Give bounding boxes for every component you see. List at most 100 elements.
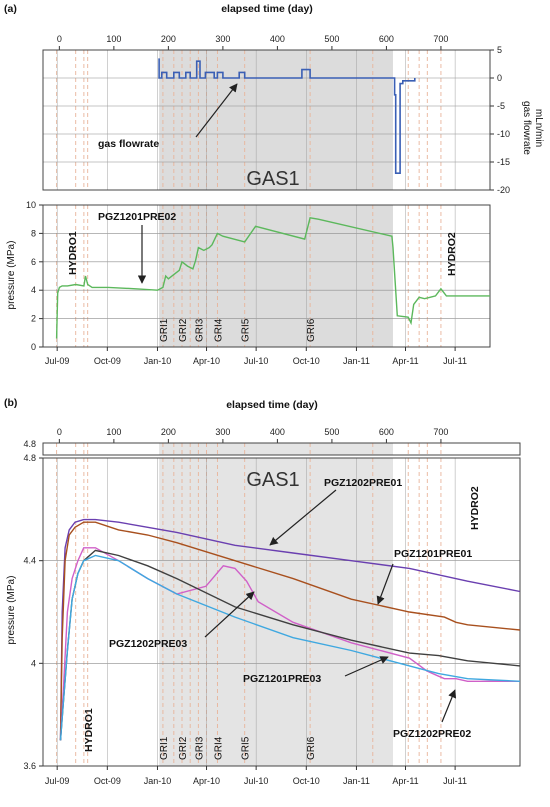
b-ytick-label: 3.6 <box>23 761 36 771</box>
flow-ylabel-line1: gas flowrate <box>521 101 532 155</box>
a-gri-label: GRI3 <box>194 318 205 342</box>
panel-a-top-ticks: 0 100 200 300 400 500 600 700 <box>57 34 448 50</box>
a-pres-border <box>42 204 491 348</box>
pgz1201pre03-label: PGZ1201PRE03 <box>243 673 321 685</box>
a-gri-label: GRI4 <box>213 318 224 342</box>
b-month-label: Apr-11 <box>392 776 418 786</box>
b-ytick-label: 4.8 <box>23 453 36 463</box>
b-top-tick-label: 600 <box>379 427 394 437</box>
b-ytick-label: 4 <box>31 658 36 668</box>
b-top-tick-label: 700 <box>433 427 448 437</box>
b-gri-label: GRI6 <box>306 736 317 760</box>
b-series-line <box>59 521 521 741</box>
a-flow-ytick-label: -10 <box>497 129 510 139</box>
a-month-label: Apr-10 <box>193 356 220 366</box>
pgz1202pre02-label: PGZ1202PRE02 <box>393 728 471 740</box>
b-series-line <box>59 554 521 741</box>
flow-series <box>158 58 416 174</box>
b-strip-ytick-label: 4.8 <box>23 439 36 449</box>
pgz1202pre03-label: PGZ1202PRE03 <box>109 638 187 650</box>
a-pres-ytick-label: 2 <box>31 314 36 324</box>
pressure-a-ylabel: pressure (MPa) <box>6 241 17 310</box>
a-flow-border <box>42 49 491 191</box>
flow-plot-frame: 5 0 -5 -10 -15 -20 <box>42 45 510 195</box>
flowrate-arrow <box>195 83 238 138</box>
a-top-tick-label: 100 <box>106 34 121 44</box>
hydro1-a-label: HYDRO1 <box>67 231 79 275</box>
a-flow-ytick-label: 5 <box>497 45 502 55</box>
pgz1201pre03-arrow <box>344 656 389 677</box>
panel-a: (a) elapsed time (day) 0 100 200 300 400 500 6… <box>4 3 544 366</box>
a-pres-ytick-label: 0 <box>31 342 36 352</box>
panel-b-top-axis-label: elapsed time (day) <box>226 399 318 411</box>
a-pres-ytick-label: 10 <box>26 200 36 210</box>
a-month-label: Jan-10 <box>144 356 172 366</box>
b-gas-shade-strip <box>159 443 393 455</box>
a-flow-ytick-label: 0 <box>497 73 502 83</box>
panel-b-label: (b) <box>4 397 17 409</box>
b-top-tick-label: 0 <box>57 427 62 437</box>
pgz1202pre01-label: PGZ1202PRE01 <box>324 477 402 489</box>
b-main-border <box>42 457 521 767</box>
panel-a-gas-label: GAS1 <box>246 168 299 190</box>
a-pres-ytick-label: 6 <box>31 257 36 267</box>
panel-b-gas-shading <box>159 443 393 766</box>
panel-a-month-ticks: Jul-09 Oct-09 Jan-10 Apr-10 Jul-10 Oct-10 Jan-… <box>45 347 467 366</box>
panel-a-label: (a) <box>4 3 17 15</box>
a-month-label: Jul-10 <box>244 356 269 366</box>
b-top-tick-label: 200 <box>161 427 176 437</box>
panel-b-top-ticks: 0 100 200 300 400 500 600 700 <box>57 427 448 443</box>
pressure-line <box>55 217 490 339</box>
b-series-line <box>59 518 521 741</box>
pressure-series <box>55 217 490 339</box>
panel-a-gri-labels: GRI1 GRI2 GRI3 GRI4 GRI5 GRI6 <box>159 318 317 342</box>
a-flow-ytick-label: -20 <box>497 185 510 195</box>
a-month-label: Jan-11 <box>343 356 370 366</box>
panel-b-series <box>59 518 521 741</box>
b-month-label: Oct-10 <box>293 776 320 786</box>
b-gri-label: GRI4 <box>213 736 224 760</box>
panel-b-gas-label: GAS1 <box>246 469 299 491</box>
pressure-plot-frame: 10 8 6 4 2 0 <box>26 200 491 352</box>
a-month-label: Jul-09 <box>45 356 70 366</box>
b-ytick-label: 4.4 <box>23 556 36 566</box>
a-month-label: Oct-09 <box>94 356 121 366</box>
panel-b-event-lines <box>56 443 442 766</box>
a-pres-ytick-label: 8 <box>31 228 36 238</box>
b-top-tick-label: 300 <box>215 427 230 437</box>
panel-b-plot-frame: 4.8 4.4 4 3.6 4.8 <box>23 439 521 771</box>
a-top-tick-label: 500 <box>324 34 339 44</box>
a-gri-label: GRI6 <box>306 318 317 342</box>
a-pres-ytick-label: 4 <box>31 285 36 295</box>
flow-ylabel-line2: mLn/min <box>533 109 544 147</box>
a-flow-ytick-label: -15 <box>497 157 510 167</box>
pgz1201pre02-a-label: PGZ1201PRE02 <box>98 211 176 223</box>
pgz1202pre01-arrow <box>269 489 337 546</box>
panel-b-month-ticks: Jul-09 Oct-09 Jan-10 Apr-10 Jul-10 Oct-10 Jan-… <box>45 766 467 786</box>
a-top-tick-label: 0 <box>57 34 62 44</box>
a-month-label: Oct-10 <box>293 356 320 366</box>
b-top-tick-label: 500 <box>324 427 339 437</box>
panel-a-gas-shading <box>159 50 393 347</box>
a-gri-label: GRI2 <box>178 318 189 342</box>
b-month-label: Jan-11 <box>343 776 370 786</box>
b-month-label: Jan-10 <box>144 776 172 786</box>
flow-line <box>158 58 416 174</box>
flowrate-annotation: gas flowrate <box>98 138 159 150</box>
pressure-b-ylabel: pressure (MPa) <box>6 576 17 645</box>
a-top-tick-label: 600 <box>379 34 394 44</box>
pgz1201pre01-arrow <box>376 563 394 605</box>
a-flow-ytick-label: -5 <box>497 101 505 111</box>
b-top-tick-label: 100 <box>106 427 121 437</box>
hydro2-a-label: HYDRO2 <box>446 232 458 276</box>
a-month-label: Jul-11 <box>443 356 467 366</box>
a-top-tick-label: 400 <box>270 34 285 44</box>
a-gri-label: GRI1 <box>159 318 170 342</box>
a-gri-label: GRI5 <box>241 318 252 342</box>
a-top-tick-label: 700 <box>433 34 448 44</box>
hydro2-b-label: HYDRO2 <box>469 486 481 530</box>
b-month-label: Jul-09 <box>45 776 70 786</box>
b-month-label: Apr-10 <box>193 776 220 786</box>
b-strip-border <box>42 442 521 456</box>
